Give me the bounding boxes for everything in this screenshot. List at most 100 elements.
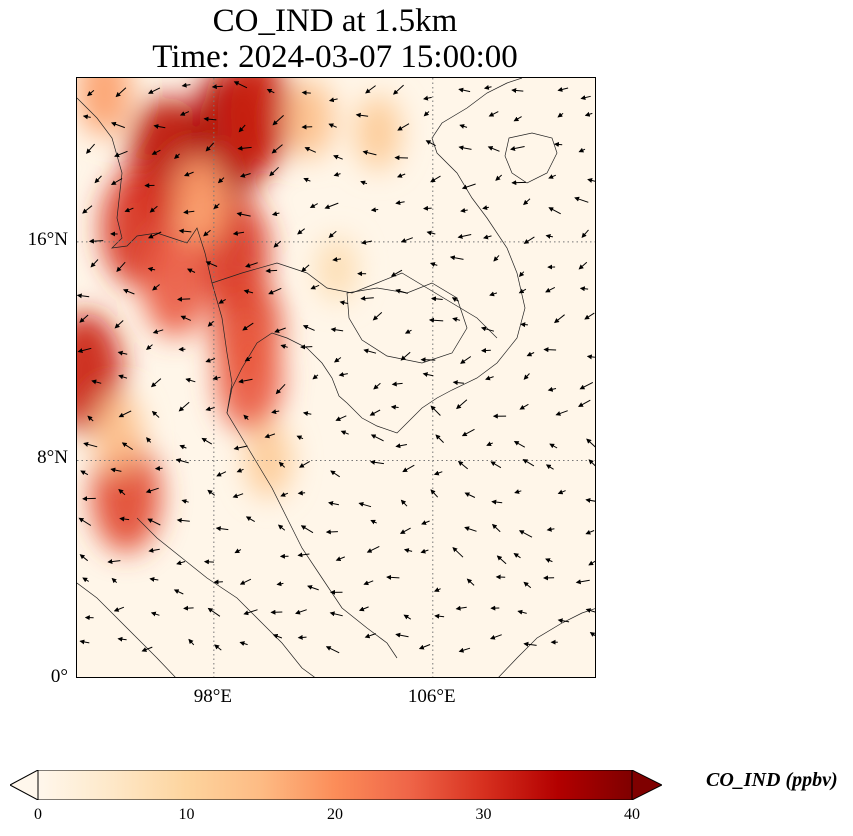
wind-arrow — [328, 501, 339, 506]
wind-arrow — [395, 200, 405, 206]
concentration-hotspot — [93, 393, 143, 473]
wind-arrow — [579, 381, 594, 390]
wind-arrow — [180, 315, 191, 321]
wind-arrow — [423, 95, 432, 101]
wind-arrow — [545, 286, 556, 293]
wind-arrow — [523, 641, 537, 647]
concentration-hotspot — [355, 95, 402, 171]
wind-arrow — [217, 177, 225, 184]
wind-arrow — [434, 613, 445, 619]
wind-arrow — [459, 124, 468, 129]
latitude-tick-label: 0° — [50, 666, 68, 687]
wind-arrow — [212, 375, 221, 381]
wind-arrow — [457, 460, 469, 470]
wind-arrow — [403, 614, 412, 620]
border-cambodia — [346, 282, 468, 364]
wind-arrow — [151, 149, 161, 155]
wind-arrow — [399, 527, 411, 534]
colorbar-over-arrow — [631, 770, 662, 800]
wind-arrow — [264, 433, 276, 439]
wind-arrow — [400, 237, 413, 243]
map-title-line1: CO_IND at 1.5km — [212, 3, 458, 39]
wind-arrow — [176, 560, 186, 566]
wind-arrow — [430, 489, 439, 498]
wind-arrow — [245, 262, 258, 268]
wind-arrow — [218, 298, 226, 304]
wind-arrow — [201, 437, 213, 445]
wind-arrow — [232, 230, 245, 236]
wind-arrow — [495, 174, 503, 181]
wind-arrow — [122, 288, 135, 295]
wind-arrow — [238, 378, 253, 384]
wind-arrow — [309, 203, 318, 208]
wind-arrow — [297, 552, 310, 558]
wind-arrow — [581, 229, 589, 238]
wind-arrow — [458, 87, 471, 93]
wind-arrow — [518, 288, 527, 294]
wind-arrow — [466, 578, 475, 586]
wind-arrow — [491, 523, 501, 533]
wind-arrow — [557, 489, 566, 495]
wind-arrow — [152, 329, 164, 334]
wind-arrow — [585, 497, 595, 503]
wind-arrow — [148, 87, 161, 94]
wind-arrow — [203, 229, 211, 237]
wind-arrow — [328, 230, 337, 238]
wind-arrow — [358, 606, 369, 612]
wind-arrow — [239, 641, 248, 646]
wind-arrow — [178, 228, 192, 234]
wind-arrow — [545, 464, 554, 470]
wind-arrow — [244, 356, 252, 362]
wind-arrow — [203, 559, 215, 565]
wind-arrow — [88, 238, 104, 244]
wind-arrow — [363, 348, 377, 354]
wind-arrow — [174, 153, 180, 159]
wind-arrow — [430, 405, 441, 416]
wind-arrow — [271, 211, 280, 217]
wind-arrow — [428, 317, 444, 323]
wind-arrow — [578, 147, 586, 153]
wind-arrow — [372, 312, 383, 321]
wind-arrow — [547, 386, 557, 392]
wind-arrow — [580, 95, 591, 101]
wind-arrow — [145, 487, 159, 494]
wind-arrow — [461, 183, 476, 190]
wind-arrow — [234, 548, 242, 554]
wind-arrow — [185, 377, 196, 383]
coastline-malay-peninsula — [136, 517, 315, 677]
wind-arrow — [94, 175, 102, 184]
wind-arrow — [491, 499, 503, 505]
wind-arrow — [77, 347, 92, 354]
wind-arrow — [297, 228, 306, 235]
wind-arrow — [153, 124, 166, 129]
wind-arrow — [464, 526, 477, 532]
wind-arrow — [177, 296, 191, 302]
wind-arrow — [390, 269, 403, 277]
wind-arrow — [523, 581, 532, 589]
wind-arrow — [335, 556, 345, 562]
wind-arrow — [588, 560, 595, 566]
wind-arrow — [395, 632, 409, 638]
wind-arrow — [460, 356, 472, 364]
coastline-hainan — [504, 132, 558, 184]
wind-arrow — [205, 406, 215, 412]
wind-arrow — [181, 82, 191, 88]
wind-arrow — [116, 261, 126, 273]
wind-arrow — [458, 647, 471, 653]
wind-arrow — [554, 314, 565, 324]
wind-arrow — [79, 554, 89, 562]
wind-arrow — [464, 492, 476, 498]
wind-arrow — [183, 605, 194, 611]
wind-arrow — [205, 142, 215, 152]
wind-arrow — [207, 489, 215, 496]
wind-arrow — [457, 233, 472, 239]
wind-arrow — [553, 141, 563, 147]
wind-arrow — [335, 415, 347, 421]
colorbar-gradient — [37, 770, 633, 800]
wind-arrow — [578, 261, 588, 270]
wind-arrow — [523, 198, 531, 206]
wind-arrow — [452, 317, 461, 322]
wind-arrow — [297, 634, 307, 640]
wind-arrow — [115, 87, 127, 98]
wind-arrow — [207, 320, 214, 327]
